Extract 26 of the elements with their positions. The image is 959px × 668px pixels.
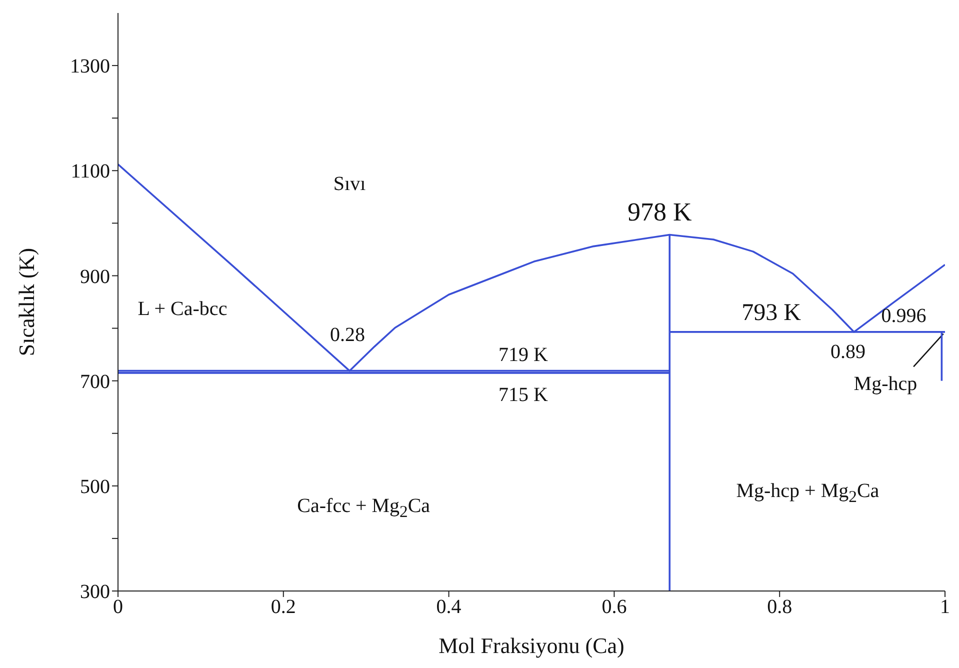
annotation: 0.89 (830, 340, 866, 363)
x-tick-label: 1 (940, 596, 950, 618)
y-tick-label: 300 (80, 581, 110, 604)
y-tick-label: 700 (80, 370, 110, 393)
annotation: Mg-hcp + Mg$_{2}$Ca (736, 480, 880, 506)
y-axis-title: Sıcaklık (K) (14, 248, 39, 356)
x-tick-label: 0.8 (767, 596, 792, 618)
annotation: L + Ca-bcc (138, 298, 228, 320)
x-tick-label: 0.4 (436, 596, 462, 618)
y-tick-label: 1100 (70, 160, 110, 183)
x-tick-label: 0.2 (270, 596, 296, 618)
y-tick-label: 1300 (70, 56, 110, 78)
annotation: Sıvı (333, 172, 366, 194)
annotation: 715 K (498, 384, 549, 406)
annotation: 0.996 (881, 304, 926, 327)
annotation: 719 K (498, 344, 549, 366)
annotation: Ca-fcc + Mg$_{2}$Ca (297, 494, 430, 521)
annotation: 793 K (742, 300, 802, 326)
x-axis-title: Mol Fraksiyonu (Ca) (438, 633, 624, 658)
x-tick-label: 0 (113, 596, 123, 618)
annotation: Mg-hcp (854, 373, 918, 396)
y-tick-label: 900 (80, 266, 110, 288)
y-tick-label: 500 (80, 476, 110, 498)
annotation: 0.28 (330, 324, 366, 346)
annotation: 978 K (627, 198, 692, 227)
x-tick-label: 0.6 (602, 596, 627, 618)
